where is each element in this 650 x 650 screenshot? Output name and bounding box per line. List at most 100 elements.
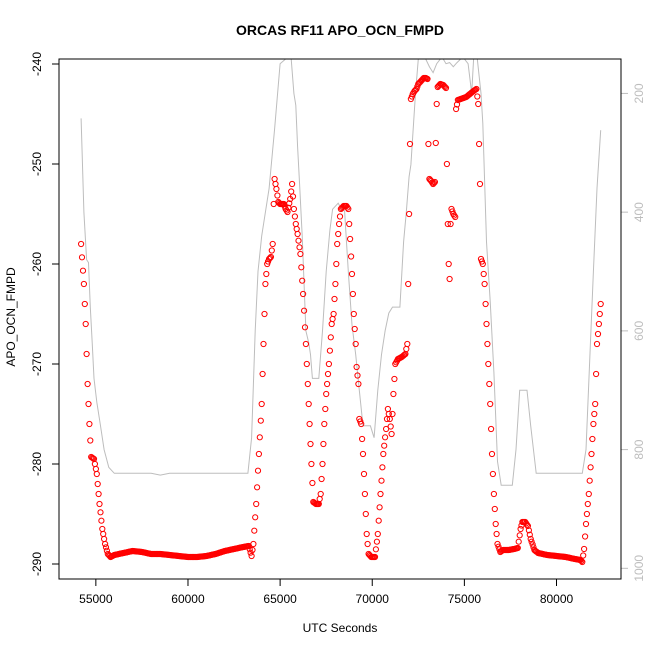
data-point (432, 139, 439, 147)
data-point (451, 212, 458, 219)
data-point (482, 300, 489, 308)
data-point (257, 417, 264, 424)
data-point (386, 415, 393, 423)
data-point (289, 193, 297, 200)
data-point (353, 363, 360, 371)
data-point (445, 260, 452, 268)
data-point (269, 240, 276, 248)
x-axis-label: UTC Seconds (303, 621, 378, 635)
data-point (443, 160, 450, 168)
data-point (301, 324, 309, 331)
data-point (250, 540, 257, 548)
data-point (588, 450, 595, 458)
data-point (495, 543, 502, 550)
data-point (267, 253, 274, 261)
data-point (318, 475, 325, 483)
data-point (347, 235, 354, 243)
data-point (472, 86, 479, 93)
data-point (523, 521, 531, 528)
data-point (348, 270, 356, 278)
data-point (79, 267, 87, 274)
data-point (259, 370, 266, 378)
data-point (447, 220, 454, 228)
data-point (256, 434, 263, 441)
data-point (90, 455, 97, 462)
data-point (387, 423, 394, 430)
y-axis-label: APO_OCN_FMPD (4, 267, 18, 367)
y-tick-label: -280 (30, 452, 44, 476)
data-point (391, 375, 398, 383)
axes: 55000 60000 65000 70000 75000 80000 -290 -280 -2… (30, 52, 646, 606)
x-tick-label: 75000 (448, 592, 482, 606)
data-point (379, 464, 386, 471)
y2-tick-label: 600 (632, 321, 646, 341)
data-point (527, 535, 534, 543)
data-point (483, 320, 490, 328)
data-point (285, 204, 292, 211)
data-point (334, 240, 341, 248)
data-point (594, 330, 602, 338)
data-point (589, 435, 596, 443)
data-point (473, 85, 480, 93)
data-point (430, 179, 438, 187)
data-point (354, 372, 361, 379)
data-point (486, 380, 493, 388)
data-point (488, 450, 496, 458)
data-point (446, 275, 453, 283)
data-point (375, 517, 382, 524)
data-point (85, 400, 92, 408)
data-point (304, 380, 311, 388)
data-point (84, 380, 91, 388)
data-point (332, 280, 339, 288)
data-point (336, 220, 343, 228)
data-point (324, 380, 331, 388)
data-point (582, 520, 590, 528)
data-point (333, 260, 340, 268)
data-point (485, 360, 492, 368)
data-point (406, 210, 413, 218)
data-point (590, 420, 597, 428)
data-point (261, 310, 268, 318)
data-point (444, 220, 451, 228)
y-tick-label: -240 (30, 52, 44, 76)
x-tick-label: 55000 (79, 592, 113, 606)
data-point (300, 290, 307, 298)
data-point (514, 544, 521, 552)
data-point (96, 500, 103, 508)
data-point (351, 325, 358, 333)
y2-tick-label: 200 (632, 83, 646, 103)
data-point (358, 420, 365, 428)
data-point (579, 558, 586, 566)
data-point (401, 351, 408, 358)
data-point (81, 300, 88, 308)
data-point (431, 178, 438, 186)
data-point (260, 340, 267, 348)
data-point (378, 477, 385, 484)
data-point (274, 192, 281, 199)
data-point (479, 260, 486, 268)
data-point (373, 538, 380, 545)
data-point (581, 545, 588, 553)
data-point (305, 400, 312, 408)
data-point (317, 490, 324, 498)
data-point (346, 220, 353, 228)
data-point (582, 533, 589, 540)
data-point (430, 180, 437, 188)
data-point (587, 464, 594, 471)
data-point (583, 510, 591, 518)
data-point (248, 552, 255, 560)
data-point (529, 541, 536, 548)
data-point (323, 390, 330, 398)
data-point (266, 255, 273, 263)
data-point (78, 240, 85, 248)
data-point (389, 410, 396, 418)
data-point (83, 350, 90, 358)
data-point (263, 270, 270, 278)
data-point (80, 280, 88, 288)
data-point (319, 460, 326, 468)
data-point (360, 470, 368, 478)
x-tick-label: 60000 (171, 592, 205, 606)
data-point (474, 93, 481, 100)
data-point (592, 400, 599, 408)
